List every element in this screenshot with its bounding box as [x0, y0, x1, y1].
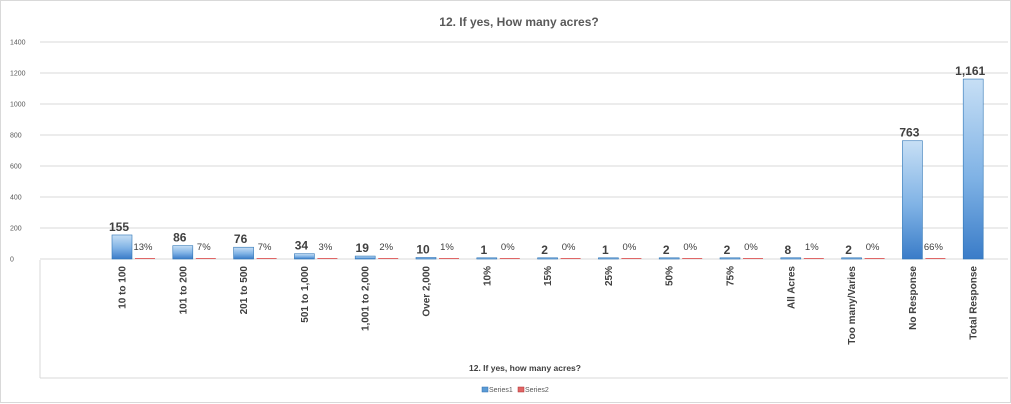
data-label-series1: 1	[480, 243, 487, 257]
data-label-series1: 763	[899, 126, 919, 140]
bar-series1	[841, 257, 862, 260]
bar-series1	[415, 257, 437, 260]
data-label-series1: 34	[295, 239, 309, 253]
bar-series2	[925, 258, 946, 259]
data-label-series2: 1%	[805, 242, 819, 253]
y-tick-label: 600	[10, 164, 22, 171]
data-label-series2: 3%	[319, 242, 333, 253]
x-tick-label: 501 to 1,000	[300, 266, 311, 323]
bar-series1	[537, 257, 558, 260]
bar-series2	[803, 258, 824, 259]
gridlines	[40, 41, 1008, 260]
x-tick-label: 1,001 to 2,000	[361, 266, 372, 331]
y-tick-label: 0	[10, 257, 14, 264]
bar-series2	[378, 258, 399, 259]
data-label-series1: 2	[724, 243, 731, 257]
bar-series2	[682, 258, 703, 259]
data-label-series1: 10	[416, 242, 430, 256]
bar-series2	[135, 258, 155, 259]
bar-series1	[902, 140, 923, 260]
data-label-series2: 0%	[866, 242, 880, 253]
data-label-series2: 7%	[258, 242, 272, 253]
data-label-series2: 13%	[133, 242, 153, 253]
bar-series1	[354, 255, 376, 260]
bar-series1	[962, 78, 984, 260]
data-label-series1: 155	[109, 220, 129, 234]
y-tick-label: 800	[10, 133, 22, 140]
data-label-series1: 19	[356, 241, 370, 255]
legend-series1-label: Series1	[489, 387, 513, 394]
data-label-series2: 0%	[562, 242, 576, 253]
chart-title: 12. If yes, How many acres?	[439, 15, 598, 29]
data-label-series1: 2	[541, 243, 548, 257]
x-tick-label: 101 to 200	[178, 266, 189, 315]
x-tick-label: 25%	[604, 266, 615, 286]
legend: Series1 Series2	[481, 386, 549, 394]
y-tick-label: 200	[10, 226, 22, 233]
bar-series2	[743, 258, 763, 259]
x-tick-label: Over 2,000	[422, 266, 433, 317]
legend-series2-swatch	[517, 386, 525, 393]
data-label-series2: 66%	[924, 242, 944, 253]
y-tick-label: 1200	[10, 71, 26, 78]
data-label-series2: 2%	[379, 242, 393, 253]
data-labels: 155 13% 86 7% 76 7% 34 3% 19 2% 10 1% 1 0% 2 0% 1 0% 2 0% 2 0…	[109, 64, 986, 257]
bar-series1	[658, 257, 680, 260]
y-tick-label: 400	[10, 195, 22, 202]
bar-series2	[439, 258, 459, 259]
bar-series1	[780, 257, 802, 260]
bar-series2	[317, 258, 338, 259]
bar-series2	[864, 258, 885, 259]
data-label-series1: 8	[784, 243, 791, 257]
y-axis-ticks: 0 200 400 600 800 1000 1200 1400	[10, 40, 26, 264]
y-tick-label: 1000	[10, 102, 26, 109]
x-tick-label: 201 to 500	[239, 266, 250, 315]
data-label-series2: 0%	[501, 242, 515, 253]
x-tick-label: All Acres	[786, 266, 797, 309]
bar-series2	[621, 258, 642, 259]
data-label-series2: 1%	[440, 242, 454, 253]
bar-series2	[560, 258, 581, 259]
x-tick-label: 10%	[482, 266, 493, 286]
x-axis-title: 12. If yes, how many acres?	[469, 363, 581, 373]
y-tick-label: 1400	[10, 40, 26, 47]
x-tick-label: 50%	[665, 266, 676, 286]
legend-series2-label: Series2	[525, 387, 549, 394]
x-tick-label: 75%	[726, 266, 737, 286]
bars	[111, 78, 984, 260]
bar-series2	[195, 258, 216, 259]
x-tick-label: Total Response	[969, 266, 980, 340]
bar-series1	[294, 253, 315, 260]
bar-series1	[719, 257, 741, 260]
x-axis-ticks: 10 to 100 101 to 200 201 to 500 501 to 1,00…	[118, 266, 980, 345]
bar-series2	[499, 258, 520, 259]
bar-series1	[111, 234, 133, 260]
bar-series1	[476, 257, 498, 260]
data-label-series1: 76	[234, 232, 248, 246]
data-label-series1: 2	[845, 243, 852, 257]
data-label-series1: 1,161	[955, 64, 985, 78]
data-label-series1: 2	[663, 243, 670, 257]
bar-series1	[172, 245, 194, 260]
data-label-series1: 1	[602, 243, 609, 257]
data-label-series2: 0%	[683, 242, 697, 253]
x-tick-label: No Response	[908, 266, 919, 330]
data-label-series2: 0%	[744, 242, 758, 253]
legend-series1-swatch	[481, 386, 489, 393]
x-tick-label: 10 to 100	[118, 266, 129, 309]
x-tick-label: Too many/Varies	[847, 266, 858, 345]
x-tick-label: 15%	[543, 266, 554, 286]
bar-series1	[598, 257, 619, 260]
bar-series1	[233, 246, 254, 260]
data-label-series2: 7%	[197, 242, 211, 253]
bar-series2	[256, 258, 277, 259]
data-label-series2: 0%	[623, 242, 637, 253]
data-label-series1: 86	[173, 231, 187, 245]
